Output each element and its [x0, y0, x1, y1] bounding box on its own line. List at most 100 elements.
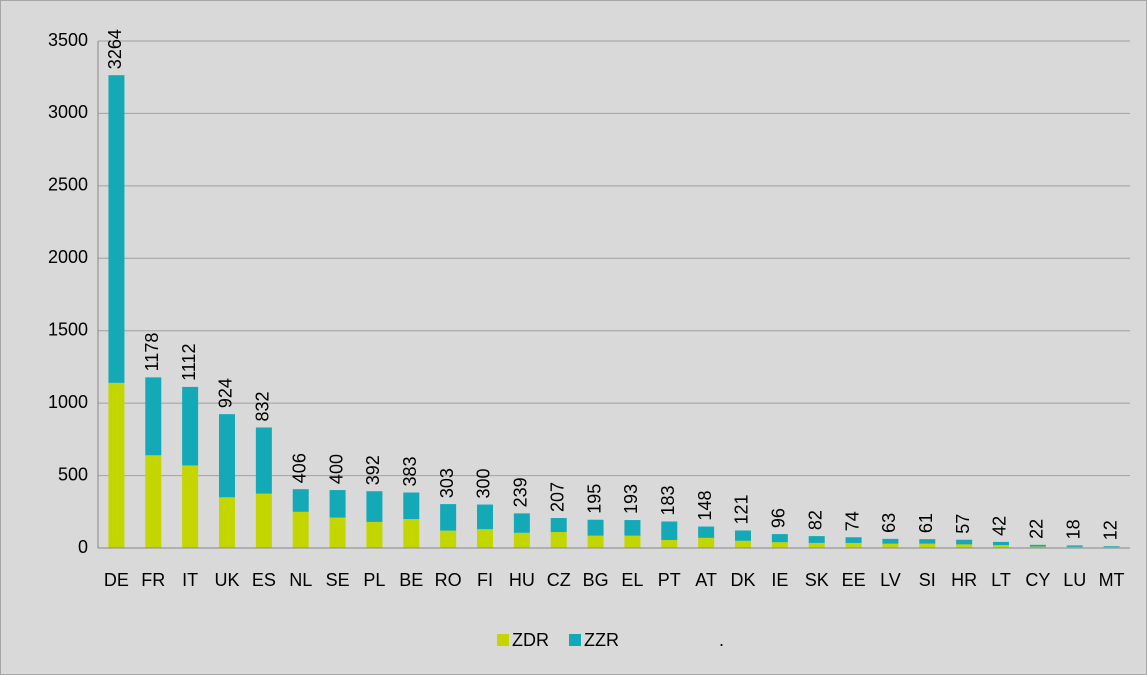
x-tick-label: EE [842, 570, 866, 590]
total-label: 183 [658, 485, 678, 515]
bar-segment [292, 489, 309, 512]
total-label: 239 [511, 477, 531, 507]
y-tick-label: 1500 [48, 319, 88, 339]
x-tick-label: HU [509, 570, 535, 590]
bar-segment [956, 544, 973, 548]
x-tick-label: HR [951, 570, 977, 590]
total-label: 300 [474, 468, 494, 498]
x-tick-label: SI [919, 570, 936, 590]
bar-segment [661, 540, 678, 548]
x-tick-label: LT [991, 570, 1011, 590]
x-tick-label: LV [880, 570, 901, 590]
bar-segment [292, 511, 309, 548]
total-label: 832 [253, 391, 273, 421]
y-tick-label: 2500 [48, 175, 88, 195]
bar-segment [329, 490, 346, 518]
bar-segment [845, 537, 862, 543]
bar-segment [956, 539, 973, 545]
y-tick-label: 500 [58, 464, 88, 484]
bar-segment [1066, 545, 1083, 547]
bar-segment [808, 536, 825, 543]
total-label: 392 [363, 455, 383, 485]
bar-segment [624, 520, 641, 536]
x-tick-label: LU [1063, 570, 1086, 590]
bar-segment [771, 534, 788, 543]
bar-segment [219, 414, 235, 498]
y-tick-label: 1000 [48, 392, 88, 412]
total-label: 42 [990, 516, 1010, 536]
x-tick-label: CY [1025, 570, 1050, 590]
legend-label: ZDR [512, 630, 549, 650]
x-tick-label: PT [658, 570, 681, 590]
x-tick-label: ES [252, 570, 276, 590]
total-label: 63 [879, 513, 899, 533]
y-tick-label: 3500 [48, 30, 88, 50]
bar-segment [366, 521, 383, 548]
bar-segment [993, 541, 1009, 546]
bar-segment [440, 530, 457, 548]
total-label: 61 [916, 513, 936, 533]
bar-segment [661, 521, 678, 541]
bar-segment [550, 518, 567, 533]
x-tick-label: MT [1099, 570, 1125, 590]
x-tick-label: SK [805, 570, 829, 590]
bar-segment [477, 529, 493, 548]
bar-segment [513, 513, 530, 533]
total-label: 121 [732, 494, 752, 524]
bar-segment [735, 530, 751, 541]
total-label: 96 [769, 508, 789, 528]
bar-segment [145, 377, 162, 456]
x-tick-label: IT [182, 570, 198, 590]
bar-segment [1066, 546, 1083, 548]
total-label: 924 [216, 378, 236, 408]
x-tick-label: NL [289, 570, 312, 590]
x-tick-label: AT [695, 570, 717, 590]
total-label: 193 [621, 484, 641, 514]
bar-segment [587, 519, 604, 536]
bar-segment [329, 517, 346, 548]
bar-segment [403, 519, 420, 548]
x-tick-label: UK [214, 570, 239, 590]
bar-segment [145, 455, 162, 548]
bar-segment [698, 537, 715, 548]
bar-segment [993, 545, 1009, 548]
bar-segment [919, 539, 936, 544]
total-label: 406 [289, 453, 309, 483]
x-tick-label: FR [141, 570, 165, 590]
x-tick-label: DK [730, 570, 755, 590]
bar-segment [219, 497, 235, 548]
legend-note: . [719, 630, 724, 650]
bar-segment [919, 543, 936, 548]
bar-segment [182, 386, 199, 466]
bar-segment [440, 504, 457, 531]
total-label: 1178 [142, 333, 162, 372]
bar-segment [513, 532, 530, 548]
total-label: 82 [805, 510, 825, 530]
total-label: 400 [326, 454, 346, 484]
bar-segment [255, 493, 272, 548]
x-tick-label: CZ [547, 570, 571, 590]
bar-segment [477, 504, 493, 530]
legend-label: ZZR [584, 630, 619, 650]
total-label: 74 [842, 511, 862, 531]
total-label: 1112 [179, 344, 199, 381]
bar-segment [882, 543, 899, 548]
total-label: 57 [953, 514, 973, 534]
bar-segment [771, 542, 788, 548]
y-tick-label: 0 [78, 537, 88, 557]
total-label: 18 [1063, 519, 1083, 539]
total-label: 148 [695, 491, 715, 521]
x-tick-label: RO [435, 570, 462, 590]
bar-segment [808, 542, 825, 548]
total-label: 12 [1100, 520, 1120, 540]
x-tick-label: PL [363, 570, 385, 590]
x-tick-label: EL [621, 570, 643, 590]
bar-segment [1103, 546, 1120, 548]
bar-segment [882, 538, 899, 544]
bar-segment [366, 491, 383, 522]
legend-swatch [497, 634, 509, 646]
total-label: 207 [547, 482, 567, 512]
